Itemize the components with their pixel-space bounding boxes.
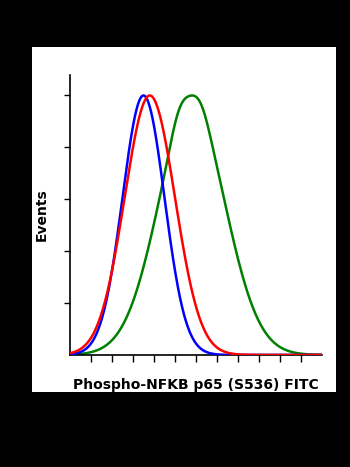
Y-axis label: Events: Events — [34, 189, 48, 241]
X-axis label: Phospho-NFKB p65 (S536) FITC: Phospho-NFKB p65 (S536) FITC — [73, 378, 319, 392]
